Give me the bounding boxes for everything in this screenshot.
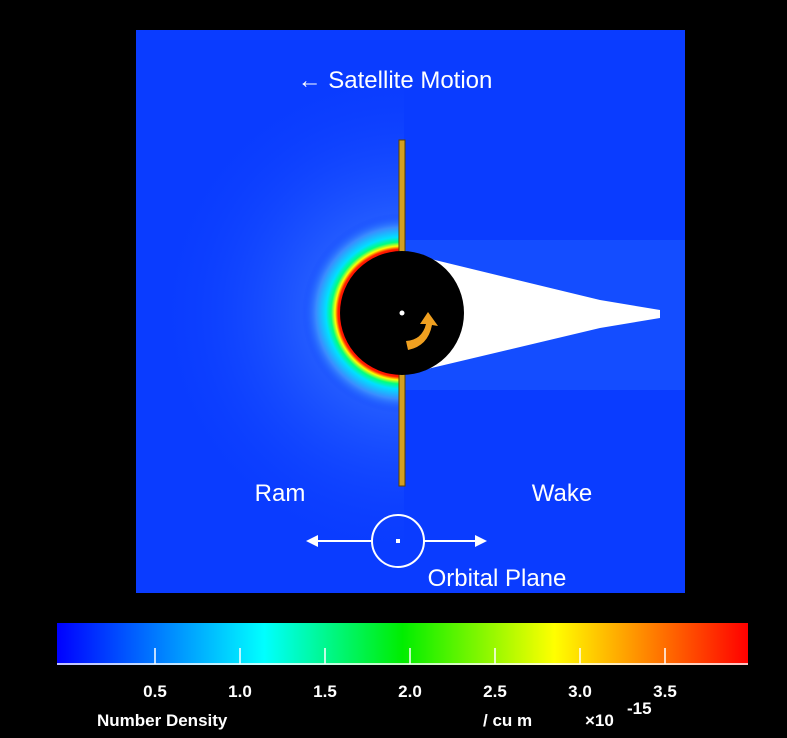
colorbar-tick-label: 2.0	[398, 682, 422, 701]
wake-label: Wake	[532, 480, 592, 507]
colorbar-tick-label: 3.0	[568, 682, 592, 701]
colorbar-label: Number Density	[97, 711, 228, 730]
colorbar-exponent: -15	[627, 699, 652, 718]
colorbar-tick-label: 1.0	[228, 682, 252, 701]
title: ← Satellite Motion	[298, 67, 493, 94]
colorbar-tick-label: 3.5	[653, 682, 677, 701]
colorbar-multiplier: ×10	[585, 711, 614, 730]
simulation-panel	[136, 30, 685, 593]
ram-label: Ram	[255, 480, 306, 507]
orbital-plane-label: Orbital Plane	[428, 565, 567, 592]
colorbar-tick-label: 0.5	[143, 682, 167, 701]
page: ← Satellite Motion Ram Wake Orbital Plan…	[0, 0, 787, 738]
colorbar	[57, 623, 748, 665]
colorbar-tick-label: 2.5	[483, 682, 507, 701]
colorbar-tick-label: 1.5	[313, 682, 337, 701]
colorbar-unit: / cu m	[483, 711, 532, 730]
